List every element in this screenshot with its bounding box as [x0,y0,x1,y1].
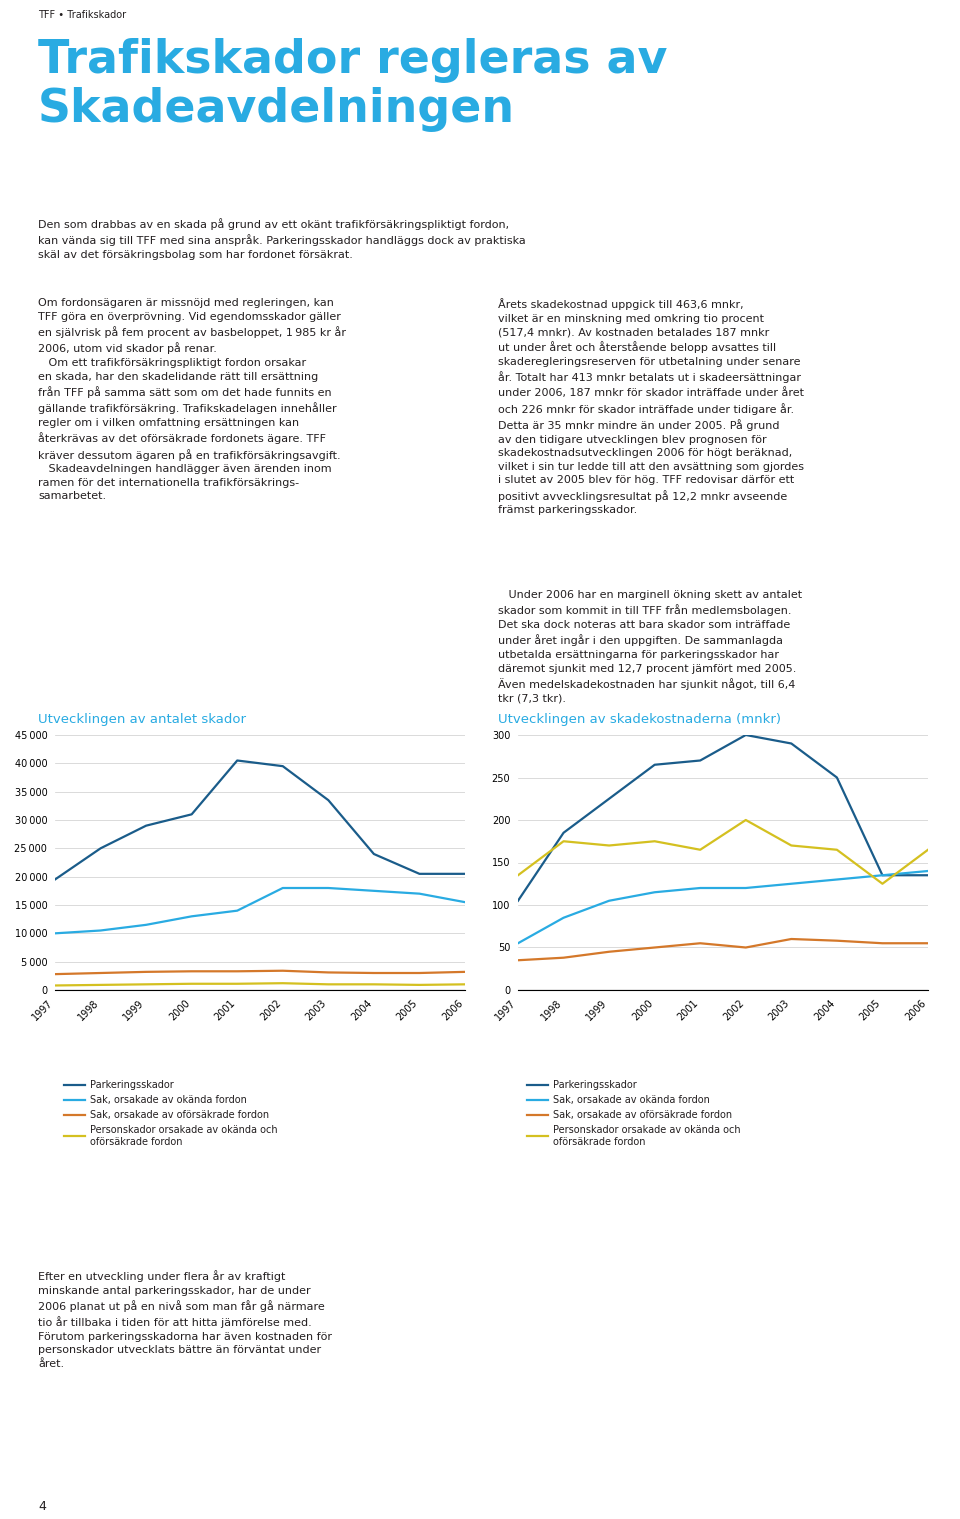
Text: Årets skadekostnad uppgick till 463,6 mnkr,
vilket är en minskning med omkring t: Årets skadekostnad uppgick till 463,6 mn… [498,298,804,515]
Text: TFF • Trafikskador: TFF • Trafikskador [38,11,126,20]
Text: Utvecklingen av skadekostnaderna (mnkr): Utvecklingen av skadekostnaderna (mnkr) [498,712,781,726]
Text: Den som drabbas av en skada på grund av ett okänt trafikförsäkringspliktigt ford: Den som drabbas av en skada på grund av … [38,219,526,260]
Text: Om fordonsägaren är missnöjd med regleringen, kan
TFF göra en överprövning. Vid : Om fordonsägaren är missnöjd med regleri… [38,298,346,501]
Text: Efter en utveckling under flera år av kraftigt
minskande antal parkeringsskador,: Efter en utveckling under flera år av kr… [38,1270,332,1369]
Text: Trafikskador regleras av
Skadeavdelningen: Trafikskador regleras av Skadeavdelninge… [38,38,667,132]
Legend: Parkeringsskador, Sak, orsakade av okända fordon, Sak, orsakade av oförsäkrade f: Parkeringsskador, Sak, orsakade av okänd… [523,1077,745,1150]
Text: Utvecklingen av antalet skador: Utvecklingen av antalet skador [38,712,246,726]
Legend: Parkeringsskador, Sak, orsakade av okända fordon, Sak, orsakade av oförsäkrade f: Parkeringsskador, Sak, orsakade av okänd… [60,1077,281,1150]
Text: 4: 4 [38,1499,46,1513]
Text: Under 2006 har en marginell ökning skett av antalet
skador som kommit in till TF: Under 2006 har en marginell ökning skett… [498,589,803,703]
